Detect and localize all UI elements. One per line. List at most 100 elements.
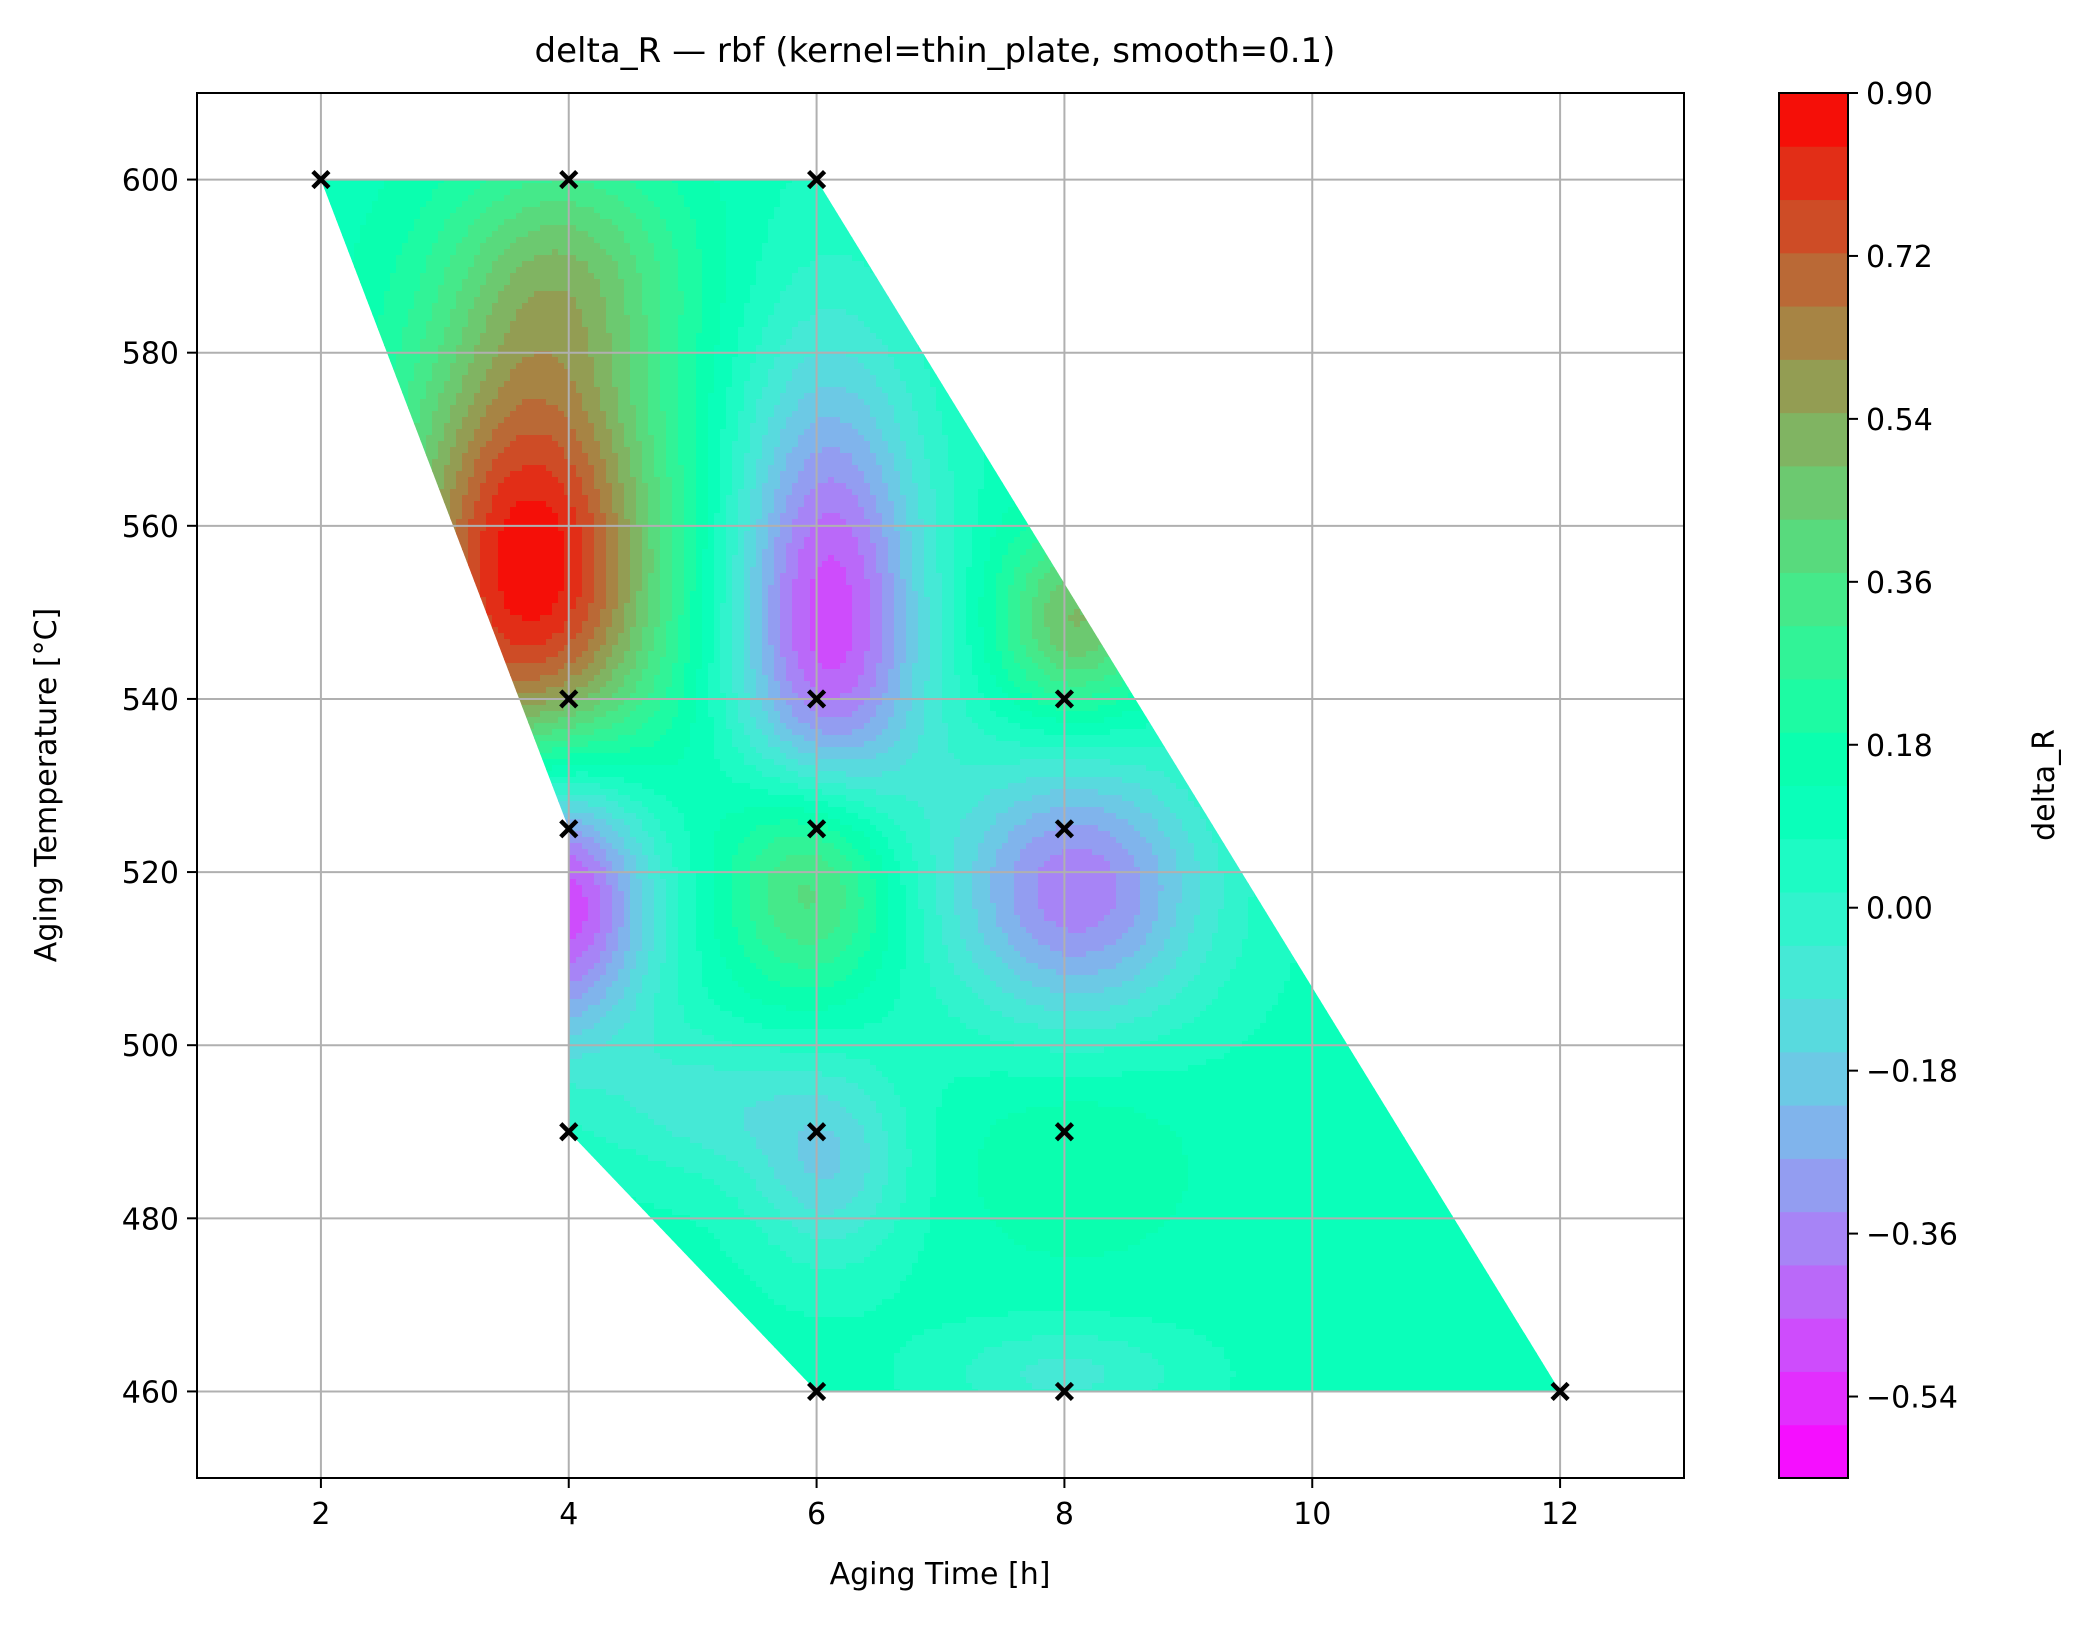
contour-cell (828, 255, 835, 262)
contour-cell (720, 291, 727, 298)
contour-cell (642, 279, 649, 286)
contour-cell (744, 285, 751, 292)
contour-cell (438, 273, 445, 280)
contour-cell (474, 315, 481, 322)
contour-cell (648, 261, 655, 268)
contour-cell (654, 261, 661, 268)
contour-cell (798, 201, 805, 208)
contour-cell (672, 219, 679, 226)
contour-cell (780, 255, 787, 262)
contour-cell (540, 315, 547, 322)
contour-cell (378, 273, 385, 280)
contour-cell (372, 201, 379, 208)
contour-cell (720, 279, 727, 286)
contour-cell (432, 297, 439, 304)
contour-cell (744, 243, 751, 250)
contour-cell (822, 309, 829, 316)
contour-cell (600, 213, 607, 220)
contour-cell (438, 249, 445, 256)
contour-cell (492, 315, 499, 322)
contour-cell (678, 201, 685, 208)
contour-cell (432, 303, 439, 310)
contour-cell (630, 213, 637, 220)
contour-cell (414, 243, 421, 250)
contour-cell (624, 201, 631, 208)
contour-cell (378, 237, 385, 244)
contour-cell (540, 213, 547, 220)
contour-cell (684, 273, 691, 280)
contour-cell (576, 285, 583, 292)
contour-cell (390, 273, 397, 280)
contour-cell (696, 249, 703, 256)
contour-cell (768, 207, 775, 214)
contour-cell (600, 285, 607, 292)
contour-cell (588, 315, 595, 322)
contour-cell (516, 237, 523, 244)
contour-cell (690, 255, 697, 262)
contour-cell (774, 267, 781, 274)
contour-cell (702, 309, 709, 316)
contour-cell (498, 195, 505, 202)
contour-cell (594, 189, 601, 196)
contour-cell (366, 303, 373, 310)
contour-cell (690, 309, 697, 316)
contour-cell (762, 243, 769, 250)
contour-cell (432, 207, 439, 214)
contour-cell (384, 291, 391, 298)
contour-cell (744, 183, 751, 190)
contour-cell (864, 297, 871, 304)
contour-cell (606, 225, 613, 232)
contour-cell (828, 261, 835, 268)
contour-cell (330, 179, 337, 184)
contour-cell (660, 291, 667, 298)
contour-cell (462, 291, 469, 298)
contour-cell (570, 189, 577, 196)
contour-cell (810, 189, 817, 196)
contour-cell (810, 261, 817, 268)
contour-cell (468, 291, 475, 298)
contour-cell (702, 291, 709, 298)
contour-cell (540, 179, 547, 184)
contour-cell (372, 261, 379, 268)
contour-cell (804, 255, 811, 262)
contour-cell (834, 273, 841, 280)
contour-cell (708, 195, 715, 202)
contour-cell (690, 285, 697, 292)
contour-cell (750, 255, 757, 262)
contour-cell (426, 195, 433, 202)
contour-cell (636, 231, 643, 238)
contour-cell (612, 213, 619, 220)
contour-cell (828, 297, 835, 304)
contour-cell (846, 255, 853, 262)
contour-cell (450, 213, 457, 220)
contour-cell (672, 195, 679, 202)
contour-cell (462, 255, 469, 262)
contour-cell (546, 303, 553, 310)
contour-cell (636, 285, 643, 292)
contour-cell (540, 243, 547, 250)
contour-cell (348, 213, 355, 220)
contour-cell (564, 225, 571, 232)
contour-cell (792, 225, 799, 232)
contour-cell (798, 179, 805, 184)
contour-cell (714, 183, 721, 190)
contour-cell (528, 249, 535, 256)
contour-cell (744, 201, 751, 208)
contour-cell (642, 195, 649, 202)
contour-cell (540, 201, 547, 208)
contour-cell (858, 303, 865, 310)
contour-cell (594, 267, 601, 274)
contour-cell (546, 261, 553, 268)
contour-cell (546, 291, 553, 298)
contour-cell (606, 219, 613, 226)
contour-cell (696, 225, 703, 232)
contour-cell (576, 189, 583, 196)
contour-cell (600, 207, 607, 214)
contour-cell (498, 315, 505, 322)
contour-cell (732, 195, 739, 202)
contour-cell (528, 207, 535, 214)
contour-cell (390, 279, 397, 286)
contour-cell (528, 297, 535, 304)
contour-cell (708, 201, 715, 208)
contour-cell (486, 291, 493, 298)
